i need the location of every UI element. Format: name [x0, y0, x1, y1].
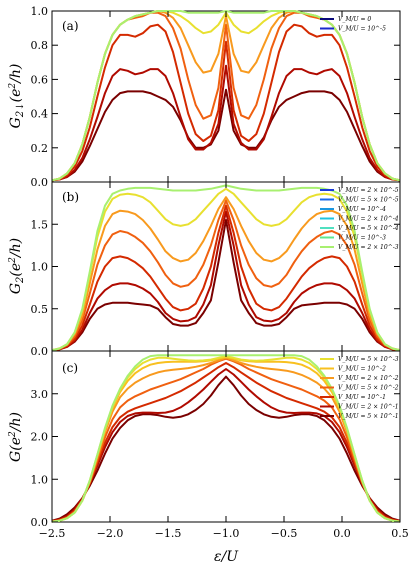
series-line-c-2 [51, 362, 401, 523]
panel-c-yticks: 0.0 1.0 2.0 3.0 [31, 388, 400, 529]
legend-label: V_M/U = 2 × 10^-3 [338, 244, 399, 251]
legend-label: V_M/U = 5 × 10^-4 [338, 225, 399, 232]
panel-a: 0.0 0.2 0.4 0.6 0.8 1.0 (a) G2↓(e2/h) V_M/U =… [8, 5, 401, 189]
y-tick-label: 0.5 [31, 303, 49, 316]
y-tick-label: 0.6 [31, 73, 49, 86]
panel-b-legend: V_M/U = 2 × 10^-5 V_M/U = 5 × 10^-5 V_M/U … [320, 187, 399, 251]
x-tick-label: −0.5 [271, 527, 298, 540]
y-tick-label: 1.0 [31, 261, 49, 274]
panel-a-label: (a) [62, 19, 79, 33]
panel-a-xticks [51, 11, 401, 182]
series-line-b-1 [51, 210, 401, 352]
legend-label: V_M/U = 5 × 10^-5 [338, 197, 399, 204]
series-line-c-3 [51, 357, 401, 523]
panel-c-xticks: −2.5 −2.0 −1.5 −1.0 −0.5 0.0 0.5 [39, 351, 409, 540]
y-tick-label: 1.0 [31, 473, 49, 486]
x-tick-label: −2.5 [39, 527, 66, 540]
series-line-a-2 [51, 23, 401, 182]
x-tick-label: −1.5 [155, 527, 182, 540]
legend-label: V_M/U = 5 × 10^-2 [338, 385, 399, 392]
y-tick-label: 2.0 [31, 431, 49, 444]
y-tick-label: 0.2 [31, 142, 49, 155]
x-tick-label: 0.5 [391, 527, 409, 540]
legend-label: V_M/U = 0 [338, 16, 371, 23]
panel-b-yticks: 0.0 0.5 1.0 1.5 [31, 218, 400, 358]
panel-c-ylabel: G(e2/h) [8, 412, 24, 462]
panel-a-ylabel: G2↓(e2/h) [8, 64, 26, 129]
panel-a-legend: V_M/U = 0 V_M/U = 10^-5 [320, 16, 386, 33]
y-tick-label: 1.5 [31, 218, 49, 231]
series-line-c-0 [51, 375, 401, 522]
y-tick-label: 0.0 [31, 345, 49, 358]
panel-b-ylabel: G2(e2/h) [8, 238, 26, 294]
y-tick-label: 0.0 [31, 516, 49, 529]
legend-label: V_M/U = 10^-2 [338, 366, 386, 373]
panel-a-yticks: 0.0 0.2 0.4 0.6 0.8 1.0 [31, 5, 400, 189]
panel-c-legend: V_M/U = 5 × 10^-3 V_M/U = 10^-2 V_M/U = 2 … [320, 356, 399, 420]
legend-label: V_M/U = 10^-1 [338, 394, 386, 401]
panel-b: 0.0 0.5 1.0 1.5 (b) G2(e2/h) V_M/U = 2 × 10… [8, 181, 401, 358]
y-tick-label: 3.0 [31, 388, 49, 401]
legend-label: V_M/U = 5 × 10^-1 [338, 413, 399, 420]
y-tick-label: 0.8 [31, 39, 49, 52]
legend-label: V_M/U = 10^-4 [338, 206, 386, 213]
legend-label: V_M/U = 5 × 10^-3 [338, 356, 399, 363]
legend-label: V_M/U = 10^-5 [338, 26, 386, 33]
legend-label: V_M/U = 10^-3 [338, 235, 386, 242]
panel-b-xticks [51, 182, 401, 351]
y-tick-label: 1.0 [31, 5, 49, 18]
series-line-b-4 [51, 196, 401, 352]
x-axis-label: ε/U [214, 549, 239, 565]
legend-label: V_M/U = 2 × 10^-2 [338, 375, 399, 382]
x-tick-label: 0.0 [333, 527, 351, 540]
series-line-b-3 [51, 199, 401, 352]
series-line-c-1 [51, 368, 401, 523]
series-line-b-5 [51, 187, 401, 352]
x-tick-label: −1.0 [213, 527, 240, 540]
panel-c: 0.01.02.03.0 −2.5 −2.0 −1.5 −1.0 −0.5 0.0 0.5 … [8, 350, 409, 540]
panel-a-series [51, 10, 401, 182]
x-tick-label: −2.0 [97, 527, 124, 540]
panel-b-label: (b) [62, 190, 79, 204]
panel-b-series [51, 184, 401, 352]
legend-label: V_M/U = 2 × 10^-1 [338, 404, 399, 411]
series-line-b-0 [51, 219, 401, 352]
series-line-a-1 [51, 64, 401, 182]
series-line-a-0 [51, 88, 401, 182]
legend-label: V_M/U = 2 × 10^-4 [338, 216, 399, 223]
panel-c-label: (c) [62, 361, 78, 375]
legend-label: V_M/U = 2 × 10^-5 [338, 187, 399, 194]
y-tick-label: 0.4 [31, 108, 49, 121]
series-line-b-2 [51, 204, 401, 352]
y-tick-label: 0.0 [31, 176, 49, 189]
